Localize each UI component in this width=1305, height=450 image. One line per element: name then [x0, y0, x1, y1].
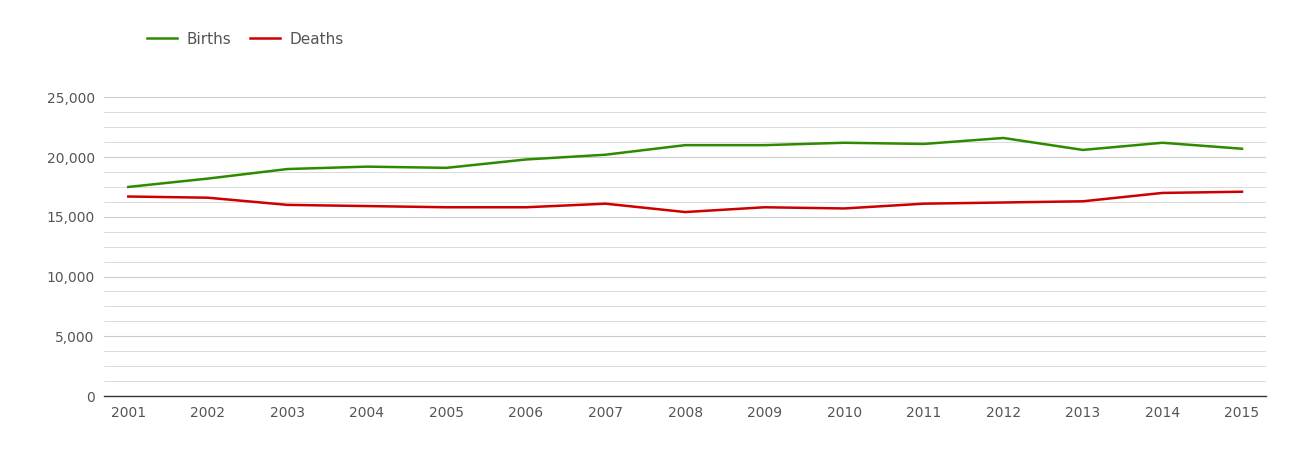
Deaths: [677, 209, 693, 215]
Deaths: [916, 201, 932, 207]
Births: [677, 143, 693, 148]
Deaths: [1075, 198, 1091, 204]
Births: [1235, 146, 1250, 152]
Births: [598, 152, 613, 158]
Births: [120, 184, 136, 189]
Births: [438, 165, 454, 171]
Deaths: [438, 205, 454, 210]
Deaths: [279, 202, 295, 207]
Births: [757, 143, 773, 148]
Births: [518, 157, 534, 162]
Deaths: [359, 203, 375, 209]
Births: [200, 176, 215, 181]
Legend: Births, Deaths: Births, Deaths: [147, 32, 343, 47]
Deaths: [757, 205, 773, 210]
Deaths: [598, 201, 613, 207]
Births: [1075, 147, 1091, 153]
Births: [279, 166, 295, 172]
Deaths: [200, 195, 215, 200]
Line: Deaths: Deaths: [128, 192, 1242, 212]
Deaths: [518, 205, 534, 210]
Deaths: [1155, 190, 1171, 196]
Deaths: [1235, 189, 1250, 194]
Births: [1155, 140, 1171, 145]
Births: [996, 135, 1011, 141]
Deaths: [120, 194, 136, 199]
Births: [359, 164, 375, 169]
Deaths: [996, 200, 1011, 205]
Line: Births: Births: [128, 138, 1242, 187]
Deaths: [837, 206, 852, 211]
Births: [916, 141, 932, 147]
Births: [837, 140, 852, 145]
